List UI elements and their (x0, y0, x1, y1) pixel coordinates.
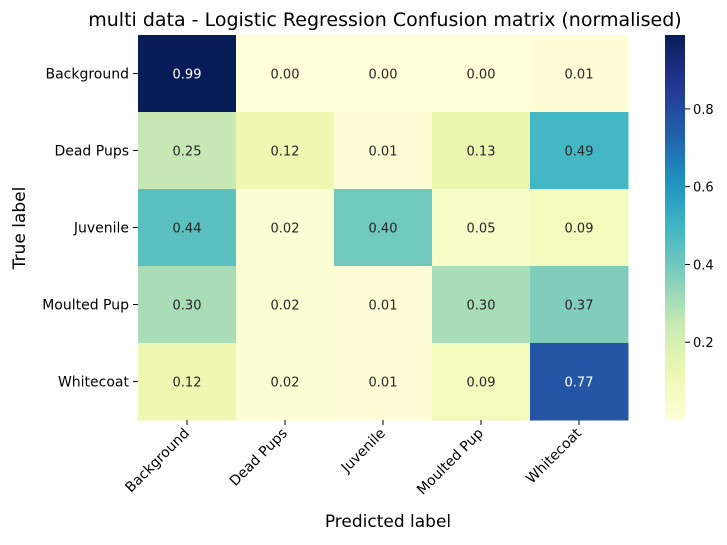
x-tick-label: Dead Pups (227, 426, 291, 490)
colorbar-tick-label: 0.8 (693, 103, 714, 118)
cell-value-label: 0.99 (173, 68, 202, 83)
cell-value-label: 0.30 (467, 299, 496, 314)
heatmap-cell (236, 35, 335, 113)
heatmap-cell (334, 343, 433, 421)
y-tick-label: Whitecoat (58, 375, 130, 391)
colorbar-tick-label: 0.4 (693, 258, 714, 273)
cell-value-label: 0.77 (565, 376, 594, 391)
heatmap-cell (236, 189, 335, 267)
heatmap-cell (432, 35, 531, 113)
colorbar-gradient (665, 35, 685, 420)
x-tick-label: Moulted Pup (414, 425, 487, 498)
heatmap-cell (334, 35, 433, 113)
heatmap-cell (432, 343, 531, 421)
cell-value-label: 0.44 (173, 222, 202, 237)
heatmap-cell (138, 189, 237, 267)
heatmap-cell (334, 266, 433, 344)
cell-value-label: 0.01 (369, 145, 398, 160)
colorbar-tick-label: 0.2 (693, 336, 714, 351)
heatmap-cell (530, 112, 629, 190)
heatmap-cells (138, 35, 629, 421)
cell-value-label: 0.37 (565, 299, 594, 314)
cell-value-label: 0.30 (173, 299, 202, 314)
cell-value-label: 0.12 (271, 145, 300, 160)
cell-value-label: 0.01 (565, 68, 594, 83)
chart-title: multi data - Logistic Regression Confusi… (88, 9, 681, 31)
heatmap-cell (530, 266, 629, 344)
y-axis-ticks: Background Dead Pups Juvenile Moulted Pup Wh… (42, 67, 138, 391)
cell-value-label: 0.01 (369, 299, 398, 314)
heatmap-cell (334, 112, 433, 190)
cell-value-label: 0.49 (565, 145, 594, 160)
heatmap-cell (236, 266, 335, 344)
cell-value-label: 0.02 (271, 222, 300, 237)
heatmap-cell (432, 266, 531, 344)
heatmap-cell (138, 266, 237, 344)
x-axis-ticks: Background Dead Pups Juvenile Moulted Pup Wh… (122, 420, 585, 498)
y-tick-label: Juvenile (73, 221, 129, 237)
cell-value-label: 0.40 (369, 222, 398, 237)
heatmap-cell (530, 189, 629, 267)
colorbar: 0.2 0.4 0.6 0.8 (665, 35, 714, 420)
x-axis-label: Predicted label (325, 512, 451, 532)
heatmap-cell (138, 112, 237, 190)
heatmap-cell (138, 35, 237, 113)
cell-value-label: 0.00 (467, 68, 496, 83)
cell-value-label: 0.00 (369, 68, 398, 83)
heatmap-cell (530, 35, 629, 113)
cell-value-label: 0.05 (467, 222, 496, 237)
cell-value-label: 0.09 (467, 376, 496, 391)
heatmap-value-labels: 0.99 0.00 0.00 0.00 0.01 0.25 0.12 0.01 0.13 0.49… (173, 68, 594, 391)
y-tick-label: Background (45, 67, 129, 83)
heatmap-cell (432, 112, 531, 190)
heatmap-cell (138, 343, 237, 421)
heatmap-cell (530, 343, 629, 421)
x-tick-label: Whitecoat (523, 425, 585, 487)
cell-value-label: 0.02 (271, 299, 300, 314)
y-tick-label: Dead Pups (54, 144, 129, 160)
y-axis-label: True label (10, 187, 30, 271)
cell-value-label: 0.00 (271, 68, 300, 83)
cell-value-label: 0.02 (271, 376, 300, 391)
cell-value-label: 0.25 (173, 145, 202, 160)
x-tick-label: Juvenile (338, 426, 389, 477)
heatmap-cell (236, 343, 335, 421)
cell-value-label: 0.13 (467, 145, 496, 160)
x-tick-label: Background (122, 426, 192, 496)
heatmap-cell (334, 189, 433, 267)
y-tick-label: Moulted Pup (42, 298, 129, 314)
cell-value-label: 0.09 (565, 222, 594, 237)
heatmap-cell (432, 189, 531, 267)
cell-value-label: 0.12 (173, 376, 202, 391)
colorbar-tick-label: 0.6 (693, 181, 714, 196)
heatmap-cell (236, 112, 335, 190)
cell-value-label: 0.01 (369, 376, 398, 391)
